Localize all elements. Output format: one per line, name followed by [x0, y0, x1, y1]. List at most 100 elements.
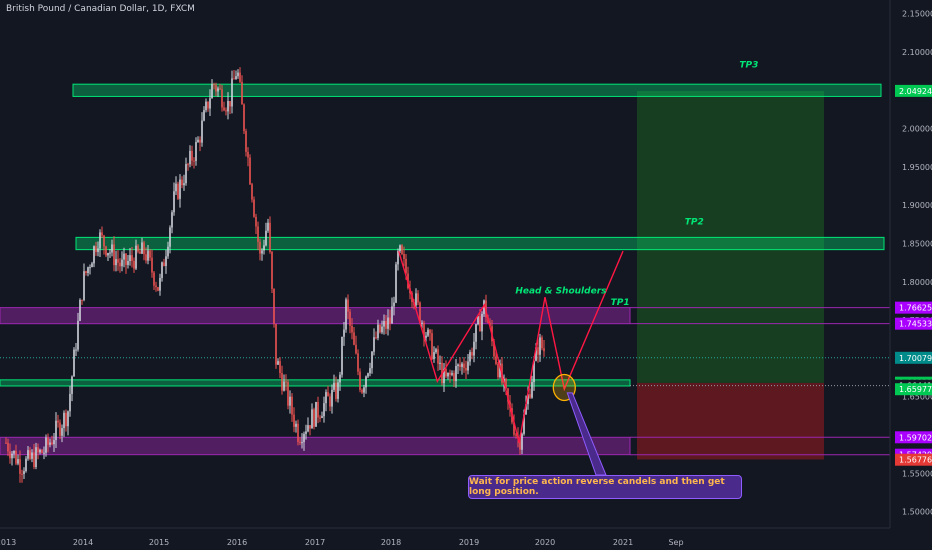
candle-body — [429, 329, 431, 334]
candle-body — [197, 139, 199, 143]
time-axis[interactable]: 2013 2014 2015 2016 2017 2018 2019 2020 2021 Sep — [0, 527, 890, 547]
candle-body — [237, 72, 239, 77]
y-tick-label: 1.50000 — [902, 508, 932, 517]
candle-body — [299, 441, 301, 443]
candle-body — [315, 401, 317, 427]
price-label: 1.59702 — [899, 433, 932, 442]
candle-body — [133, 260, 135, 269]
candle-body — [39, 449, 41, 453]
y-tick-label: 1.95000 — [902, 163, 932, 172]
candle-body — [113, 244, 115, 266]
candle-body — [431, 333, 433, 359]
candle-body — [17, 459, 19, 464]
candle-body — [493, 341, 495, 357]
zone-green — [72, 83, 882, 97]
candle-body — [443, 368, 445, 384]
candle-body — [521, 433, 523, 450]
candle-body — [433, 352, 435, 359]
candle-body — [85, 271, 87, 274]
candle-body — [303, 433, 305, 443]
candle-body — [321, 416, 323, 418]
candle-body — [347, 299, 349, 312]
candle-body — [125, 253, 127, 265]
candle-body — [135, 245, 137, 269]
y-tick-label: 1.90000 — [902, 201, 932, 210]
candle-body — [367, 373, 369, 377]
y-tick-label: 2.00000 — [902, 125, 932, 134]
candle-body — [177, 183, 179, 199]
candle-body — [531, 382, 533, 398]
candle-body — [327, 392, 329, 397]
candle-body — [257, 226, 259, 242]
price-label: 1.56776 — [899, 456, 932, 465]
candle-body — [127, 260, 129, 265]
candle-body — [75, 349, 77, 351]
candle-body — [419, 302, 421, 324]
candle-body — [515, 434, 517, 436]
candle-body — [103, 235, 105, 247]
candle-body — [57, 420, 59, 423]
candle-body — [171, 212, 173, 228]
candle-body — [497, 363, 499, 378]
candle-body — [41, 449, 43, 454]
candle-body — [291, 396, 293, 415]
x-tick-label: 2017 — [305, 538, 325, 547]
candle-body — [293, 414, 295, 427]
chart-label: TP2 — [685, 217, 704, 227]
candle-body — [19, 459, 21, 474]
candle-body — [265, 230, 267, 246]
candle-body — [163, 262, 165, 267]
candle-body — [465, 367, 467, 371]
candle-body — [273, 288, 275, 324]
candle-body — [377, 324, 379, 339]
candle-body — [251, 184, 253, 200]
candle-body — [393, 302, 395, 307]
candle-body — [141, 242, 143, 254]
candle-body — [119, 262, 121, 267]
candle-body — [469, 352, 471, 362]
candle-body — [481, 313, 483, 332]
candle-body — [421, 322, 423, 324]
candle-body — [87, 267, 89, 274]
candle-body — [513, 422, 515, 435]
price-label: 2.04924 — [899, 87, 932, 96]
candle-body — [203, 110, 205, 121]
candle-body — [437, 349, 439, 364]
price-label-bg — [895, 84, 932, 97]
candle-body — [79, 299, 81, 321]
candle-body — [175, 183, 177, 192]
candle-body — [329, 396, 331, 407]
candle-body — [325, 392, 327, 404]
candle-body — [91, 263, 93, 268]
zone-green — [0, 379, 631, 387]
candle-body — [365, 376, 367, 388]
candle-body — [185, 164, 187, 184]
candle-body — [211, 84, 213, 99]
candle-body — [179, 179, 181, 199]
candle-body — [15, 450, 17, 464]
y-tick-label: 2.10000 — [902, 48, 932, 57]
candle-body — [33, 452, 35, 467]
candle-body — [145, 254, 147, 261]
price-axis[interactable]: 2.150002.100002.050002.000001.950001.900… — [889, 0, 932, 528]
candle-body — [43, 452, 45, 454]
candle-body — [507, 388, 509, 402]
candle-body — [55, 420, 57, 441]
candle-body — [129, 255, 131, 261]
candle-body — [395, 264, 397, 303]
candle-body — [541, 337, 543, 349]
candle-body — [379, 324, 381, 333]
candle-body — [363, 387, 365, 393]
candle-body — [313, 409, 315, 427]
candle-body — [227, 100, 229, 112]
candle-body — [337, 382, 339, 399]
x-tick-label: 2018 — [381, 538, 401, 547]
candle-body — [417, 293, 419, 303]
candle-body — [213, 84, 215, 86]
candle-body — [191, 150, 193, 161]
candle-body — [59, 422, 61, 436]
candle-body — [261, 250, 263, 254]
candle-body — [231, 78, 233, 107]
candle-body — [525, 404, 527, 415]
